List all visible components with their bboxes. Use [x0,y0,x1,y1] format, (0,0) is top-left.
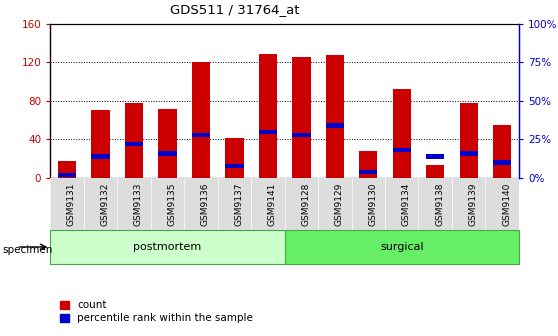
Text: GSM9132: GSM9132 [100,182,109,226]
Text: GSM9134: GSM9134 [402,182,411,226]
Bar [258,130,277,134]
Text: GSM9137: GSM9137 [234,182,243,226]
Bar [50,230,285,264]
Bar [459,103,478,178]
Bar [158,151,176,156]
Bar [292,57,310,178]
Bar [359,151,377,178]
Text: GSM9130: GSM9130 [368,182,377,226]
Bar [426,154,444,159]
Bar [258,54,277,178]
Text: GSM9131: GSM9131 [67,182,76,226]
Text: GSM9141: GSM9141 [268,182,277,226]
Bar [58,161,76,178]
Bar [459,151,478,156]
Bar [124,103,143,178]
Bar [91,154,109,159]
Bar [191,62,210,178]
Bar [225,137,243,178]
Text: postmortem: postmortem [133,242,201,252]
Bar [124,142,143,146]
Bar [359,170,377,174]
Text: GSM9129: GSM9129 [335,182,344,226]
Text: specimen: specimen [3,245,53,255]
Bar [325,123,344,128]
Text: GSM9139: GSM9139 [469,182,478,226]
Bar [225,164,243,168]
Text: GSM9140: GSM9140 [502,182,511,226]
Text: GSM9133: GSM9133 [134,182,143,226]
Bar [493,161,511,165]
Bar [58,173,76,177]
Bar [426,165,444,178]
Text: GDS511 / 31764_at: GDS511 / 31764_at [170,3,299,16]
Bar [285,230,519,264]
Text: GSM9136: GSM9136 [201,182,210,226]
Bar [493,125,511,178]
Text: GSM9135: GSM9135 [167,182,176,226]
Bar [325,55,344,178]
Bar [392,148,411,153]
Bar [158,109,176,178]
Text: GSM9138: GSM9138 [435,182,444,226]
Bar [392,89,411,178]
Legend: count, percentile rank within the sample: count, percentile rank within the sample [55,296,257,327]
Bar [191,133,210,137]
Text: GSM9128: GSM9128 [301,182,310,226]
Text: surgical: surgical [380,242,424,252]
Bar [292,133,310,137]
Bar [91,111,109,178]
